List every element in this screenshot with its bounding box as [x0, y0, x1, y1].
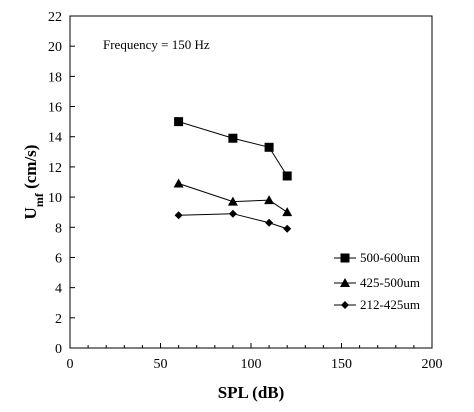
- legend-marker-triangle: [340, 278, 350, 287]
- y-axis-title: Umf (cm/s): [21, 145, 46, 220]
- y-tick-label: 2: [55, 312, 62, 327]
- data-point-triangle: [227, 196, 238, 206]
- legend-label: 212-425um: [360, 297, 420, 312]
- data-point-diamond: [228, 209, 237, 218]
- y-axis-title-main: U: [21, 207, 40, 219]
- data-point-triangle: [173, 178, 184, 188]
- data-point-diamond: [174, 211, 183, 220]
- y-tick-label: 10: [48, 191, 62, 206]
- data-point-triangle: [264, 195, 275, 205]
- data-point-diamond: [265, 218, 274, 227]
- data-point-triangle: [282, 207, 293, 217]
- data-point-square: [228, 133, 238, 143]
- y-tick-label: 4: [55, 282, 62, 297]
- legend-label: 425-500um: [360, 275, 420, 290]
- x-tick-label: 150: [331, 357, 352, 372]
- data-point-square: [282, 171, 292, 181]
- y-tick-label: 0: [55, 342, 62, 357]
- y-tick-label: 18: [48, 70, 62, 85]
- x-tick-label: 0: [67, 357, 74, 372]
- annotation-frequency: Frequency = 150 Hz: [103, 37, 210, 52]
- data-point-diamond: [283, 224, 292, 233]
- legend-label: 500-600um: [360, 250, 420, 265]
- x-tick-label: 200: [422, 357, 443, 372]
- series-line-425-500um: [178, 183, 288, 213]
- y-tick-label: 14: [48, 131, 62, 146]
- y-tick-label: 8: [55, 221, 62, 236]
- legend: 500-600um 425-500um 212-425um: [334, 250, 420, 312]
- legend-marker-diamond: [341, 301, 349, 309]
- x-axis-title: SPL (dB): [218, 383, 285, 402]
- data-point-square: [264, 142, 274, 152]
- y-tick-label: 20: [48, 40, 62, 55]
- y-tick-label: 12: [48, 161, 62, 176]
- x-tick-label: 100: [241, 357, 262, 372]
- series-line-500-600um: [178, 121, 288, 177]
- legend-marker-square: [340, 253, 350, 263]
- series-line-212-425um: [178, 213, 288, 230]
- data-point-square: [174, 117, 184, 127]
- x-tick-label: 50: [154, 357, 168, 372]
- y-tick-label: 6: [55, 251, 62, 266]
- y-tick-label: 22: [48, 10, 62, 25]
- y-axis-title-unit: (cm/s): [21, 145, 40, 194]
- y-axis-title-sub: mf: [32, 192, 46, 207]
- y-tick-label: 16: [48, 101, 62, 116]
